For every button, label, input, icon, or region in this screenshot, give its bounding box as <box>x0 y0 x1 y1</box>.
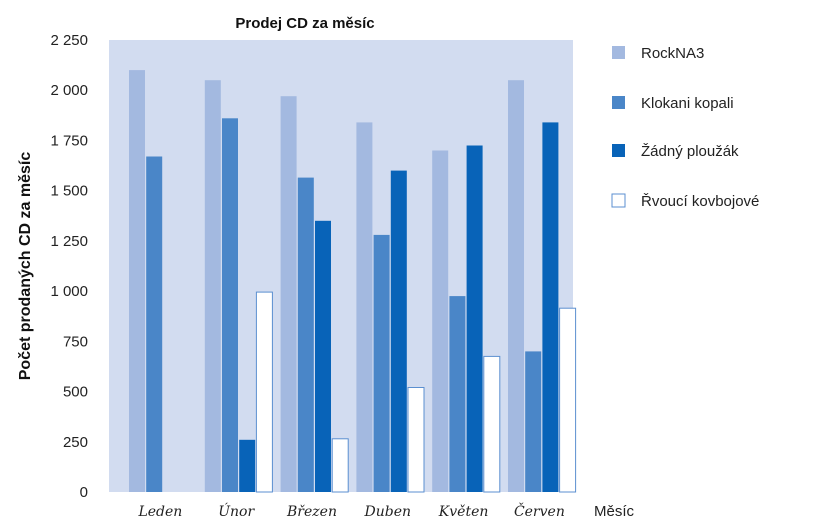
legend-swatch <box>612 144 625 157</box>
bar-2-Květen <box>449 296 466 492</box>
bar-3-Duben <box>390 170 407 492</box>
y-tick-label: 1 250 <box>50 233 88 250</box>
y-tick-label: 250 <box>63 434 88 451</box>
bar-4-Duben <box>407 387 425 493</box>
x-tick-label: Duben <box>364 504 412 520</box>
x-tick-label: Květen <box>438 504 489 520</box>
y-tick-label: 1 500 <box>50 183 88 200</box>
y-tick-label: 750 <box>63 333 88 350</box>
bar-4-Červen <box>559 307 577 493</box>
x-tick-label: Červen <box>514 501 565 520</box>
legend: RockNA3 Klokani kopali Žádný ploužák Řvoucí… <box>611 45 759 210</box>
plot-area <box>109 40 573 492</box>
bar-4-Únor <box>255 291 273 493</box>
x-axis-ticks: Leden Únor Březen Duben Květen Červen <box>137 501 564 520</box>
bar-1-Leden <box>129 70 145 492</box>
x-tick-label: Únor <box>218 502 255 520</box>
legend-swatch <box>611 193 626 208</box>
bar-3-Únor <box>239 439 256 492</box>
y-axis-ticks: 0 250 500 750 1 000 1 250 1 500 1 750 2 000 2 250 <box>50 32 88 501</box>
bar-2-Březen <box>297 177 314 492</box>
y-tick-label: 2 000 <box>50 82 88 99</box>
bar-1-Květen <box>432 150 449 492</box>
legend-swatch <box>612 46 625 59</box>
legend-label: RockNA3 <box>641 45 704 62</box>
bar-2-Únor <box>222 118 238 493</box>
bar-1-Březen <box>280 96 297 492</box>
y-tick-label: 1 000 <box>50 283 88 300</box>
legend-swatch <box>612 96 625 109</box>
y-tick-label: 500 <box>63 384 88 401</box>
bar-3-Březen <box>315 220 331 493</box>
x-tick-label: Březen <box>286 504 337 520</box>
bar-4-Březen <box>331 438 349 493</box>
bar-2-Červen <box>525 351 542 492</box>
bar-4-Květen <box>483 355 501 493</box>
bar-3-Květen <box>466 145 483 492</box>
bar-1-Únor <box>204 80 221 492</box>
bar-3-Červen <box>542 122 559 493</box>
y-tick-label: 0 <box>80 484 88 501</box>
legend-label: Klokani kopali <box>641 95 734 112</box>
bar-1-Červen <box>508 80 524 492</box>
y-tick-label: 2 250 <box>50 32 88 49</box>
legend-label: Žádný ploužák <box>641 143 739 160</box>
x-axis-label: Měsíc <box>594 503 635 520</box>
bar-2-Leden <box>146 156 163 492</box>
x-tick-label: Leden <box>137 504 182 520</box>
bars <box>129 70 577 493</box>
y-axis-label: Počet prodaných CD za měsíc <box>17 152 34 381</box>
bar-1-Duben <box>356 122 373 493</box>
y-tick-label: 1 750 <box>50 132 88 149</box>
chart-title: Prodej CD za měsíc <box>235 15 374 32</box>
legend-label: Řvoucí kovbojové <box>641 193 759 210</box>
bar-2-Duben <box>373 234 390 492</box>
